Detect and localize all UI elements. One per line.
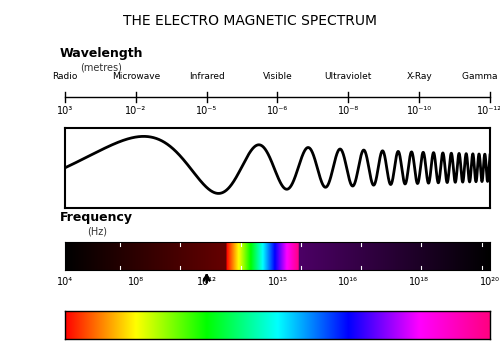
Text: 10⁻¹²: 10⁻¹² [478, 106, 500, 116]
Text: 10¹⁶: 10¹⁶ [338, 277, 358, 287]
Text: Ultraviolet: Ultraviolet [324, 72, 372, 81]
Text: Visible: Visible [262, 72, 292, 81]
Text: 10⁻²: 10⁻² [125, 106, 146, 116]
Text: Gamma Ray: Gamma Ray [462, 72, 500, 81]
Text: Radio: Radio [52, 72, 78, 81]
Text: 10¹⁵: 10¹⁵ [268, 277, 287, 287]
Text: 10¹⁸: 10¹⁸ [409, 277, 429, 287]
Text: 10¹²: 10¹² [196, 277, 216, 287]
Text: Frequency: Frequency [60, 211, 133, 225]
Text: Wavelength: Wavelength [60, 47, 144, 60]
Text: X-Ray: X-Ray [406, 72, 432, 81]
Text: 10⁴: 10⁴ [57, 277, 73, 287]
Text: 10³: 10³ [57, 106, 73, 116]
Text: THE ELECTRO MAGNETIC SPECTRUM: THE ELECTRO MAGNETIC SPECTRUM [123, 14, 377, 28]
Text: Microwave: Microwave [112, 72, 160, 81]
Text: 10⁸: 10⁸ [128, 277, 144, 287]
Text: (metres): (metres) [80, 63, 122, 72]
Text: Infrared: Infrared [189, 72, 224, 81]
Text: 10⁻⁸: 10⁻⁸ [338, 106, 359, 116]
Text: 10⁻⁵: 10⁻⁵ [196, 106, 218, 116]
Text: 10⁻⁶: 10⁻⁶ [267, 106, 288, 116]
Text: 10²⁰: 10²⁰ [480, 277, 500, 287]
Text: 10⁻¹⁰: 10⁻¹⁰ [406, 106, 432, 116]
Text: (Hz): (Hz) [88, 227, 108, 237]
